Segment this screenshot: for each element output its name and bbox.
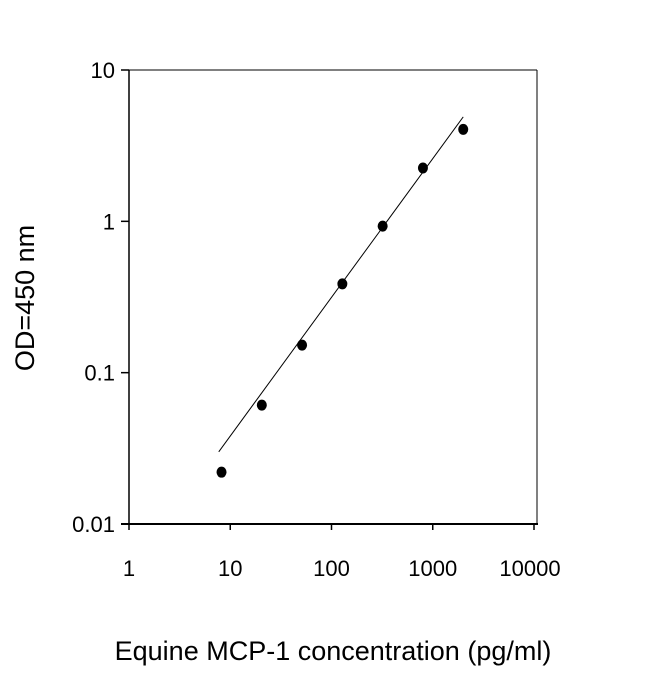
plot-frame [121,69,538,525]
data-point [337,278,348,290]
data-point [377,220,388,232]
x-tick-label: 1000 [408,556,457,581]
x-tick-label: 100 [313,556,350,581]
data-point [458,123,469,135]
x-tick-label: 10000 [499,556,560,581]
data-point [256,399,267,411]
x-tick-label: 1 [123,556,135,581]
x-axis: 1 10 100 1000 10000 [123,524,561,581]
y-tick-label: 1 [103,209,115,234]
x-tick-label: 10 [218,556,242,581]
data-point [216,466,227,478]
data-marks [216,116,469,478]
x-axis-label: Equine MCP-1 concentration (pg/ml) [115,636,552,666]
y-tick-label: 0.01 [72,512,115,537]
data-point [297,339,308,351]
y-axis-label: OD=450 nm [10,225,40,371]
y-tick-label: 10 [91,58,115,83]
y-axis: 0.01 0.1 1 10 [72,58,129,537]
data-point [417,162,428,174]
y-tick-label: 0.1 [84,361,115,386]
